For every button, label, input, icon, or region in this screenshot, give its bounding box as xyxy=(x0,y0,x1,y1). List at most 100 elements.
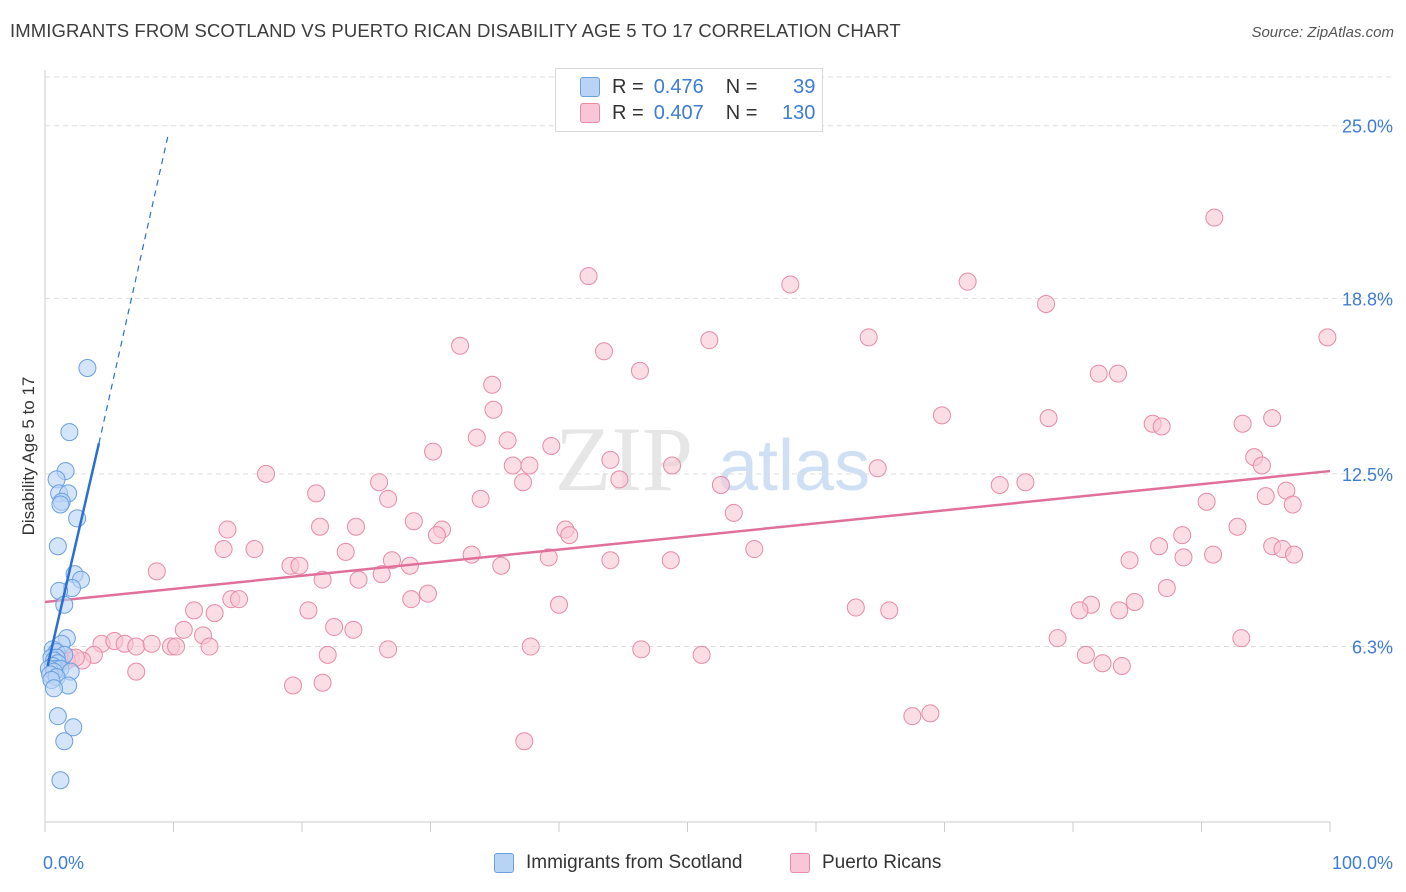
data-point-puerto-rican xyxy=(1125,592,1144,611)
data-point-puerto-rican xyxy=(1285,545,1304,564)
chart-title: IMMIGRANTS FROM SCOTLAND VS PUERTO RICAN… xyxy=(10,20,901,41)
data-point-puerto-rican xyxy=(498,431,517,450)
data-point-puerto-rican xyxy=(1318,328,1337,347)
data-point-puerto-rican xyxy=(846,598,865,617)
data-point-puerto-rican xyxy=(503,456,522,475)
data-point-puerto-rican xyxy=(1076,645,1095,664)
data-point-puerto-rican xyxy=(471,489,490,508)
data-point-puerto-rican xyxy=(661,551,680,570)
data-point-puerto-rican xyxy=(1048,629,1067,648)
data-point-puerto-rican xyxy=(1150,537,1169,556)
legend-swatch-puerto-rican xyxy=(580,103,600,123)
stats-legend: R = 0.476 N = 39 R = 0.407 N = 130 xyxy=(555,68,823,132)
data-point-puerto-rican xyxy=(594,342,613,361)
data-point-puerto-rican xyxy=(484,400,503,419)
data-point-scotland xyxy=(48,537,67,556)
legend-r-label: R = xyxy=(612,75,644,98)
data-point-puerto-rican xyxy=(379,489,398,508)
data-point-puerto-rican xyxy=(492,556,511,575)
data-point-puerto-rican xyxy=(1204,545,1223,564)
data-point-puerto-rican xyxy=(290,556,309,575)
data-point-puerto-rican xyxy=(402,590,421,609)
data-point-puerto-rican xyxy=(868,459,887,478)
data-point-puerto-rican xyxy=(185,601,204,620)
legend-swatch-scotland xyxy=(580,77,600,97)
data-point-puerto-rican xyxy=(382,551,401,570)
legend-r-value: 0.407 xyxy=(653,101,704,124)
y-tick-label: 18.8% xyxy=(1342,289,1393,309)
data-point-puerto-rican xyxy=(427,526,446,545)
bottom-legend-label-scotland: Immigrants from Scotland xyxy=(526,852,743,873)
data-point-puerto-rican xyxy=(299,601,318,620)
data-point-puerto-rican xyxy=(724,503,743,522)
data-point-puerto-rican xyxy=(859,328,878,347)
data-point-puerto-rican xyxy=(1173,526,1192,545)
data-point-puerto-rican xyxy=(370,473,389,492)
data-point-puerto-rican xyxy=(336,542,355,561)
watermark-atlas: atlas xyxy=(718,426,870,506)
data-point-puerto-rican xyxy=(174,620,193,639)
data-point-puerto-rican xyxy=(610,470,629,489)
bottom-legend-swatch-scotland xyxy=(494,853,514,873)
bottom-legend-label-puerto-rican: Puerto Ricans xyxy=(822,852,942,873)
data-point-scotland xyxy=(44,679,63,698)
data-point-puerto-rican xyxy=(1070,601,1089,620)
legend-row-scotland: R = 0.476 N = 39 xyxy=(580,74,815,100)
trendline-scotland xyxy=(46,442,101,667)
data-point-puerto-rican xyxy=(560,526,579,545)
y-tick-label: 25.0% xyxy=(1342,117,1393,137)
data-point-puerto-rican xyxy=(990,475,1009,494)
data-point-puerto-rican xyxy=(539,548,558,567)
y-tick-label: 6.3% xyxy=(1352,638,1393,658)
data-point-puerto-rican xyxy=(632,640,651,659)
data-point-puerto-rican xyxy=(880,601,899,620)
data-point-puerto-rican xyxy=(1120,551,1139,570)
data-point-scotland xyxy=(78,359,97,378)
data-point-puerto-rican xyxy=(515,732,534,751)
data-point-puerto-rican xyxy=(1228,517,1247,536)
data-point-puerto-rican xyxy=(903,707,922,726)
data-point-puerto-rican xyxy=(424,442,443,461)
data-point-puerto-rican xyxy=(1016,473,1035,492)
trendline-puerto-rican xyxy=(44,469,1331,604)
data-point-puerto-rican xyxy=(1205,208,1224,227)
legend-n-label: N = xyxy=(725,101,758,124)
data-point-scotland xyxy=(48,707,67,726)
data-point-scotland xyxy=(55,732,74,751)
y-tick-label: 12.5% xyxy=(1342,465,1393,485)
data-point-puerto-rican xyxy=(520,456,539,475)
y-axis-label: Disability Age 5 to 17 xyxy=(19,377,38,536)
data-point-puerto-rican xyxy=(346,517,365,536)
legend-row-puerto-rican: R = 0.407 N = 130 xyxy=(580,100,815,126)
data-point-puerto-rican xyxy=(310,517,329,536)
data-point-scotland xyxy=(51,495,70,514)
data-point-puerto-rican xyxy=(318,645,337,664)
data-point-puerto-rican xyxy=(462,545,481,564)
data-point-puerto-rican xyxy=(711,475,730,494)
data-point-puerto-rican xyxy=(663,456,682,475)
data-point-puerto-rican xyxy=(1252,456,1271,475)
data-point-puerto-rican xyxy=(313,673,332,692)
data-point-puerto-rican xyxy=(1256,487,1275,506)
data-point-puerto-rican xyxy=(542,437,561,455)
source-label: Source: ZipAtlas.com xyxy=(1251,24,1394,41)
data-point-puerto-rican xyxy=(1093,654,1112,673)
data-point-puerto-rican xyxy=(404,512,423,531)
data-point-puerto-rican xyxy=(167,637,186,656)
data-point-scotland xyxy=(60,423,79,442)
data-point-puerto-rican xyxy=(325,618,344,637)
x-tick-label: 100.0% xyxy=(1332,853,1393,873)
data-point-puerto-rican xyxy=(521,637,540,656)
data-point-puerto-rican xyxy=(921,704,940,723)
data-point-puerto-rican xyxy=(579,267,598,286)
data-point-puerto-rican xyxy=(1157,579,1176,598)
legend-r-label: R = xyxy=(612,101,644,124)
data-point-puerto-rican xyxy=(1110,601,1129,620)
data-point-puerto-rican xyxy=(127,637,146,656)
data-point-puerto-rican xyxy=(349,570,368,589)
data-point-puerto-rican xyxy=(200,637,219,656)
trendline-scotland-extension xyxy=(98,133,169,444)
data-point-puerto-rican xyxy=(344,620,363,639)
data-point-puerto-rican xyxy=(418,584,437,603)
data-point-puerto-rican xyxy=(245,540,264,559)
